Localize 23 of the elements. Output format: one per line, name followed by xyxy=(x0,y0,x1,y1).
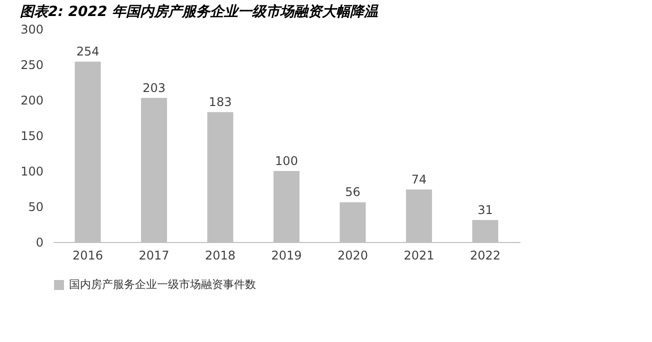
x-tick-label: 2018 xyxy=(204,248,236,262)
y-tick-label: 0 xyxy=(36,236,44,250)
x-tick-label: 2016 xyxy=(72,248,104,262)
x-tick-label: 2021 xyxy=(404,248,434,262)
data-label: 183 xyxy=(208,95,232,110)
x-tick-label: 2022 xyxy=(470,248,500,262)
data-label: 203 xyxy=(142,80,166,95)
data-label: 100 xyxy=(275,154,298,168)
y-tick-label: 150 xyxy=(20,129,44,143)
x-tick-label: 2019 xyxy=(271,248,302,262)
y-tick-label: 250 xyxy=(20,58,44,72)
data-label: 74 xyxy=(411,172,427,186)
y-tick-label: 100 xyxy=(20,164,44,178)
x-tick-label: 2020 xyxy=(337,248,368,262)
y-tick-label: 200 xyxy=(20,94,44,108)
y-tick-label: 300 xyxy=(20,22,44,36)
y-tick-label: 50 xyxy=(28,200,44,214)
data-label: 56 xyxy=(345,185,360,200)
chart-title: 图表2: 2022 年国内房产服务企业一级市场融资大幅降温 xyxy=(20,3,380,20)
legend-label: 国内房产服务企业一级市场融资事件数 xyxy=(69,278,256,291)
x-tick-label: 2017 xyxy=(138,248,170,262)
data-label: 254 xyxy=(76,44,100,59)
data-label: 31 xyxy=(478,202,493,217)
